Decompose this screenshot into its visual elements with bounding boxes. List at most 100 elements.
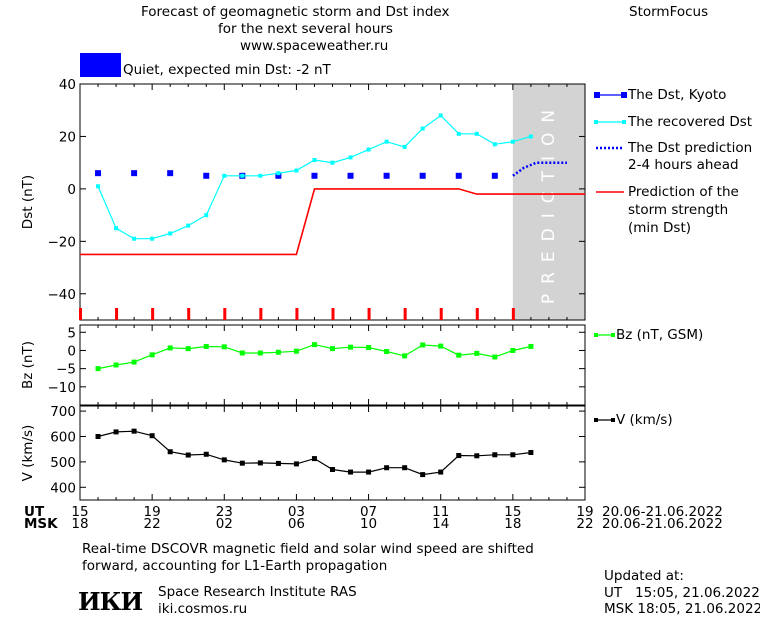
footer-note: Real-time DSCOVR magnetic field and sola… — [82, 541, 534, 557]
bz-data-point — [311, 342, 317, 348]
msk-axis-label: MSK — [24, 516, 58, 532]
v-data-point — [528, 449, 534, 455]
v-series-line — [97, 430, 531, 476]
status-swatch — [80, 53, 121, 77]
bz-data-point — [510, 347, 516, 353]
footer-note-2: forward, accounting for L1-Earth propaga… — [82, 558, 388, 574]
bz-data-point — [275, 349, 281, 355]
bz-data-point — [293, 348, 299, 354]
legend-bz-symbol — [594, 333, 598, 337]
institute-site[interactable]: iki.cosmos.ru — [158, 601, 248, 617]
v-data-point — [311, 456, 317, 462]
dst-data-point — [275, 172, 282, 179]
storm-hour-marker — [331, 308, 335, 320]
bz-data-point — [366, 345, 372, 351]
v-data-point — [330, 467, 335, 473]
legend-v-symbol — [611, 418, 615, 422]
msk-tick-label: 22 — [144, 516, 161, 532]
v-data-point — [438, 469, 444, 475]
site-url[interactable]: www.spaceweather.ru — [240, 38, 389, 54]
v-data-point — [203, 451, 209, 457]
v-data-point — [131, 428, 137, 434]
v-data-point — [348, 469, 354, 475]
bz-data-point — [492, 354, 498, 360]
v-data-point — [239, 460, 245, 466]
bz-data-point — [438, 343, 444, 349]
v-data-point — [420, 472, 426, 478]
storm-hour-marker — [259, 308, 263, 320]
dst-series-line — [512, 161, 567, 177]
storm-hour-marker — [79, 308, 82, 320]
legend-dst-prediction-2: 2-4 hours ahead — [628, 157, 739, 173]
bz-data-point — [203, 343, 209, 349]
dst-data-point — [348, 155, 353, 160]
bz-data-point — [348, 344, 354, 350]
y-tick-label: 40 — [59, 77, 76, 93]
dst-data-point — [222, 173, 227, 178]
bz-plot-frame — [79, 324, 586, 406]
chart-title: Forecast of geomagnetic storm and Dst in… — [141, 4, 450, 20]
dst-data-point — [95, 170, 102, 177]
bz-y-axis-label: Bz (nT) — [20, 341, 36, 389]
v-data-point — [167, 449, 173, 455]
updated-ut: UT 15:05, 21.06.2022 — [604, 585, 760, 601]
bz-data-point — [131, 359, 137, 365]
updated-label: Updated at: — [604, 568, 684, 584]
dst-data-point — [132, 236, 137, 241]
legend-bz: Bz (nT, GSM) — [616, 327, 704, 343]
bz-data-point — [113, 362, 119, 368]
ut-tick-label: 19 — [144, 504, 161, 520]
dst-data-point — [420, 126, 425, 131]
msk-tick-label: 22 — [576, 516, 593, 532]
v-data-point — [456, 453, 462, 459]
ut-tick-label: 15 — [71, 504, 88, 520]
dst-y-axis-label: Dst (nT) — [20, 175, 36, 229]
bz-series-line — [97, 343, 532, 370]
legend-kyoto-symbol — [621, 92, 627, 98]
dst-data-point — [492, 142, 497, 147]
ut-tick-label: 03 — [288, 504, 305, 520]
storm-hour-marker — [223, 308, 227, 320]
storm-hour-marker — [151, 308, 155, 320]
dst-data-point — [455, 172, 462, 179]
legend-storm-strength-3: (min Dst) — [628, 220, 692, 236]
dst-data-point — [528, 134, 533, 139]
legend-storm-strength-2: storm strength — [628, 202, 729, 218]
ut-tick-label: 19 — [576, 504, 593, 520]
chart-subtitle: for the next several hours — [218, 21, 393, 37]
v-data-point — [257, 460, 263, 466]
y-tick-label: 0 — [67, 182, 76, 198]
dst-data-point — [383, 172, 390, 179]
legend-v-symbol — [594, 418, 598, 422]
y-tick-label: 600 — [50, 429, 76, 445]
dst-data-point — [186, 223, 191, 228]
bz-data-point — [221, 344, 227, 350]
dst-data-point — [276, 171, 281, 176]
ut-axis-label: UT — [24, 504, 45, 520]
storm-hour-marker — [115, 308, 119, 320]
brand-name: StormFocus — [629, 4, 709, 20]
y-tick-label: 5 — [67, 325, 76, 341]
legend-recovered-symbol — [594, 120, 598, 124]
dst-data-point — [167, 170, 174, 177]
storm-hour-marker — [187, 308, 191, 320]
status-text: Quiet, expected min Dst: -2 nT — [123, 62, 331, 78]
msk-tick-label: 18 — [504, 516, 521, 532]
dst-data-point — [456, 131, 461, 136]
dst-data-point — [366, 147, 371, 152]
bz-data-point — [474, 350, 480, 356]
legend-kyoto-symbol — [594, 92, 600, 98]
storm-hour-marker — [439, 308, 443, 320]
dst-data-point — [240, 173, 245, 178]
v-data-point — [149, 433, 155, 439]
storm-hour-marker — [511, 308, 515, 320]
v-data-point — [293, 461, 299, 467]
v-data-point — [510, 452, 516, 458]
dst-data-point — [204, 213, 209, 218]
legend-dst-prediction: The Dst prediction — [628, 140, 753, 156]
storm-hour-marker — [295, 308, 299, 320]
updated-msk: MSK 18:05, 21.06.2022 — [604, 601, 760, 617]
legend-v: V (km/s) — [616, 412, 673, 428]
y-tick-label: 0 — [67, 343, 76, 359]
